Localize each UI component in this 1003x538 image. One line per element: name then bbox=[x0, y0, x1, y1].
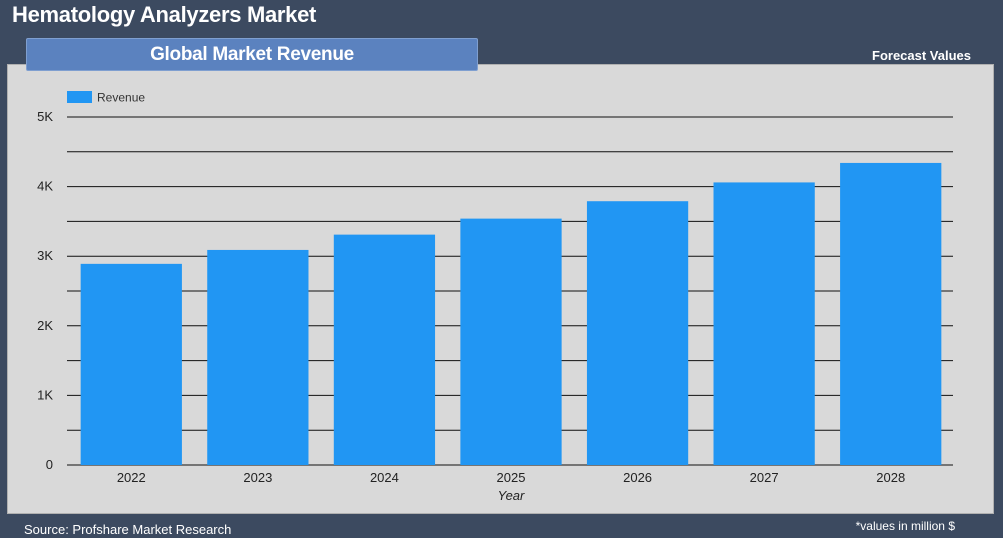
x-tick-label: 2026 bbox=[623, 470, 652, 485]
page-title: Hematology Analyzers Market bbox=[12, 2, 317, 27]
bar-2028 bbox=[840, 162, 942, 465]
y-tick-label: 0 bbox=[46, 457, 53, 472]
bar-2022 bbox=[80, 263, 182, 465]
forecast-label: Forecast Values bbox=[872, 48, 971, 63]
x-tick-label: 2023 bbox=[243, 470, 272, 485]
bar-2024 bbox=[333, 234, 436, 465]
bar-2027 bbox=[713, 182, 815, 465]
y-tick-label: 3K bbox=[37, 248, 53, 263]
x-tick-label: 2027 bbox=[750, 470, 779, 485]
x-tick-label: 2024 bbox=[370, 470, 399, 485]
x-axis-title: Year bbox=[498, 488, 525, 503]
bar-2023 bbox=[207, 249, 309, 465]
y-tick-label: 5K bbox=[37, 109, 53, 124]
legend-swatch bbox=[67, 91, 92, 103]
bar-2026 bbox=[586, 201, 689, 465]
y-tick-label: 4K bbox=[37, 179, 53, 194]
legend-label: Revenue bbox=[97, 91, 145, 105]
units-note: *values in million $ bbox=[855, 519, 955, 533]
x-tick-label: 2025 bbox=[497, 470, 526, 485]
x-tick-label: 2022 bbox=[117, 470, 146, 485]
bar-2025 bbox=[460, 218, 562, 465]
source-note: Source: Profshare Market Research bbox=[24, 522, 232, 537]
x-tick-label: 2028 bbox=[876, 470, 905, 485]
y-tick-label: 2K bbox=[37, 318, 53, 333]
tab-global-market-revenue[interactable]: Global Market Revenue bbox=[26, 38, 478, 71]
y-tick-label: 1K bbox=[37, 387, 53, 402]
